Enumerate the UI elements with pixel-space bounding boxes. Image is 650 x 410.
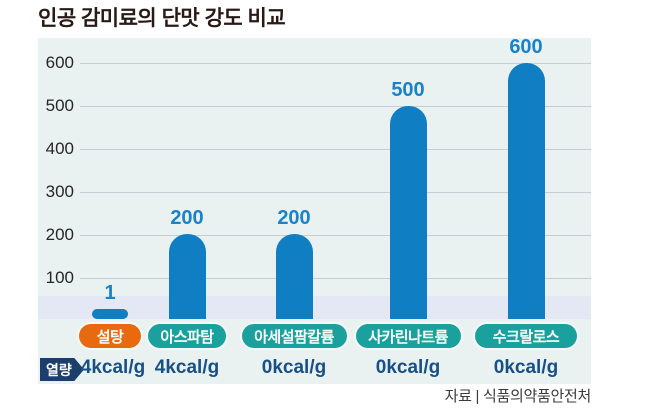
bar-value-label: 1 <box>104 282 116 304</box>
y-axis-tick-label: 100 <box>45 268 74 287</box>
y-axis-tick-label: 400 <box>45 139 74 158</box>
calorie-value: 0kcal/g <box>493 357 559 378</box>
gridline <box>80 63 591 64</box>
category-pill: 설탕 <box>79 324 141 348</box>
bar-value-label: 500 <box>391 79 425 101</box>
bar-value-label: 200 <box>277 207 311 229</box>
chart-panel: 600 500 400 300 200 100 1 200 200 500 600 설탕 아스파탐 아… <box>38 36 591 384</box>
gridline <box>80 278 591 279</box>
gridline <box>80 235 591 236</box>
gridline <box>80 149 591 150</box>
calorie-value: 4kcal/g <box>80 357 146 378</box>
source-credit: 자료 | 식품의약품안전처 <box>444 388 592 405</box>
y-axis-tick-label: 600 <box>45 53 74 72</box>
chart-bar <box>389 106 427 319</box>
calorie-value: 0kcal/g <box>261 357 327 378</box>
category-pill: 아세설팜칼륨 <box>241 324 347 348</box>
category-pill: 사카린나트륨 <box>355 324 461 348</box>
bar-value-label: 200 <box>170 207 204 229</box>
bar-value-label: 600 <box>509 36 543 58</box>
chart-bar <box>507 63 545 319</box>
page-title: 인공 감미료의 단맛 강도 비교 <box>38 7 286 30</box>
y-axis-tick-label: 500 <box>45 96 74 115</box>
y-axis-tick-label: 200 <box>45 225 74 244</box>
calorie-value: 0kcal/g <box>375 357 441 378</box>
category-pill: 수크랄로스 <box>475 324 577 348</box>
y-axis-tick-label: 300 <box>45 182 74 201</box>
calorie-value: 4kcal/g <box>154 357 220 378</box>
calorie-row-tag: 열량 <box>40 358 84 381</box>
category-pill: 아스파탐 <box>148 324 226 348</box>
chart-bar <box>92 309 128 319</box>
gridline <box>80 192 591 193</box>
gridline <box>80 106 591 107</box>
chart-bar <box>275 234 313 319</box>
chart-bar <box>168 234 206 319</box>
